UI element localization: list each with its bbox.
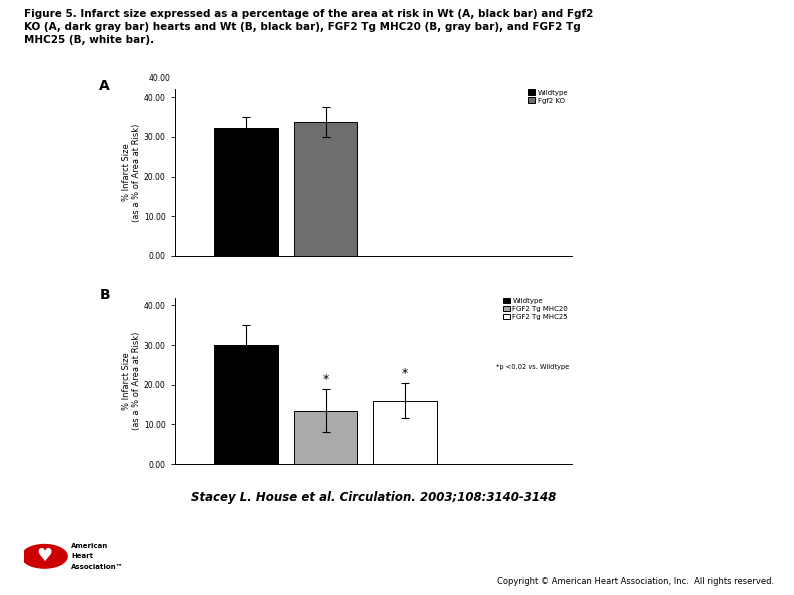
Text: 40.00: 40.00 xyxy=(148,74,171,83)
Text: Heart: Heart xyxy=(71,553,94,559)
Text: American: American xyxy=(71,543,109,549)
Text: Stacey L. House et al. Circulation. 2003;108:3140-3148: Stacey L. House et al. Circulation. 2003… xyxy=(191,491,556,504)
Y-axis label: % Infarct Size
(as a % of Area at Risk): % Infarct Size (as a % of Area at Risk) xyxy=(121,123,141,222)
Legend: Wildtype, Fgf2 KO: Wildtype, Fgf2 KO xyxy=(528,89,569,104)
Bar xyxy=(294,122,357,256)
Text: Copyright © American Heart Association, Inc.  All rights reserved.: Copyright © American Heart Association, … xyxy=(497,577,774,586)
Text: Association™: Association™ xyxy=(71,564,124,570)
Bar xyxy=(214,345,278,464)
Text: B: B xyxy=(99,287,110,302)
Text: *p <0.02 vs. Wildtype: *p <0.02 vs. Wildtype xyxy=(496,364,569,370)
Text: *: * xyxy=(322,372,329,386)
Text: *: * xyxy=(402,367,408,380)
Legend: Wildtype, FGF2 Tg MHC20, FGF2 Tg MHC25: Wildtype, FGF2 Tg MHC20, FGF2 Tg MHC25 xyxy=(503,298,569,320)
Text: Figure 5. Infarct size expressed as a percentage of the area at risk in Wt (A, b: Figure 5. Infarct size expressed as a pe… xyxy=(24,9,593,45)
Circle shape xyxy=(21,544,67,568)
Text: A: A xyxy=(99,79,110,93)
Bar xyxy=(294,411,357,464)
Bar xyxy=(373,400,437,464)
Y-axis label: % Infarct Size
(as a % of Area at Risk): % Infarct Size (as a % of Area at Risk) xyxy=(121,331,141,430)
Bar xyxy=(214,128,278,256)
Text: ♥: ♥ xyxy=(37,547,52,565)
